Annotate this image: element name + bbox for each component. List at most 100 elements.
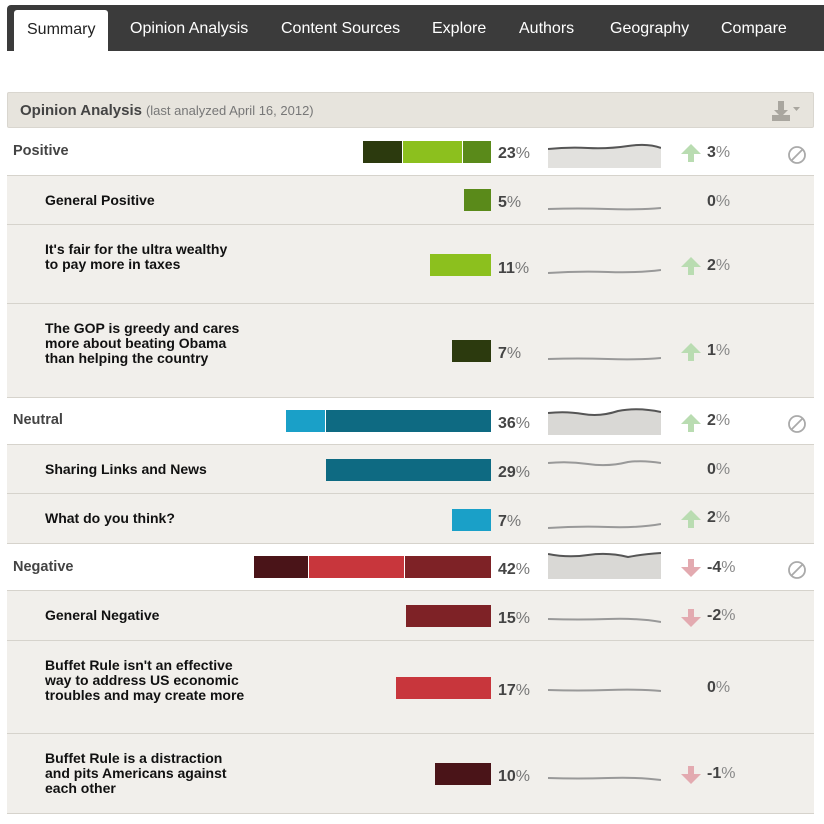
bar-segment: [286, 410, 326, 432]
row-general-positive[interactable]: General Positive 5% 0%: [7, 176, 814, 225]
sparkline: [548, 269, 661, 274]
row-general-negative[interactable]: General Negative 15% -2%: [7, 591, 814, 641]
percent-value: 7%: [498, 513, 522, 530]
row-label: What do you think?: [45, 510, 175, 526]
tab-compare[interactable]: Compare: [721, 20, 787, 37]
tab-summary[interactable]: Summary: [14, 10, 109, 51]
tab-geography[interactable]: Geography: [610, 20, 690, 37]
percent-value: 11%: [498, 260, 530, 277]
panel-title: Opinion Analysis (last analyzed April 16,…: [20, 102, 314, 119]
stacked-bar[interactable]: [326, 459, 491, 481]
stacked-bar[interactable]: [430, 254, 491, 276]
bar-segment: [435, 763, 491, 785]
stacked-bar[interactable]: [286, 410, 491, 432]
stacked-bar[interactable]: [406, 605, 491, 627]
stacked-bar[interactable]: [396, 677, 491, 699]
row-label: Buffet Rule isn't an effective way to ad…: [45, 657, 245, 703]
up-arrow-icon: [681, 343, 701, 361]
row-label: Buffet Rule is a distraction and pits Am…: [45, 750, 227, 796]
sparkline: [548, 776, 661, 781]
down-arrow-icon: [681, 559, 701, 577]
change-value: 1%: [707, 342, 731, 359]
up-arrow-icon: [681, 144, 701, 162]
row-label: Neutral: [13, 412, 63, 428]
row-negative[interactable]: Negative 42% -4%: [7, 544, 814, 591]
up-arrow-icon: [681, 510, 701, 528]
bar-segment: [326, 459, 491, 481]
stacked-bar[interactable]: [464, 189, 491, 211]
change-value: 0%: [707, 461, 731, 478]
change-value: 2%: [707, 412, 731, 429]
bar-segment: [363, 141, 403, 163]
bar-segment: [326, 410, 491, 432]
percent-value: 5%: [498, 194, 522, 211]
tab-authors[interactable]: Authors: [519, 20, 575, 37]
row-buffet-distraction[interactable]: Buffet Rule is a distraction and pits Am…: [7, 734, 814, 814]
change-value: -4%: [707, 559, 736, 576]
up-arrow-icon: [681, 414, 701, 432]
bar-segment: [452, 509, 491, 531]
bar-segment: [309, 556, 405, 578]
percent-value: 10%: [498, 768, 531, 785]
change-value: 0%: [707, 193, 731, 210]
panel-header: Opinion Analysis (last analyzed April 16,…: [7, 92, 814, 128]
row-sharing-links[interactable]: Sharing Links and News 29% 0%: [7, 445, 814, 494]
percent-value: 29%: [498, 464, 531, 481]
sparkline: [548, 523, 661, 529]
download-icon[interactable]: [771, 99, 801, 123]
row-fair-wealthy[interactable]: It's fair for the ultra wealthy to pay m…: [7, 225, 814, 304]
bar-segment: [406, 605, 491, 627]
row-label: Sharing Links and News: [45, 461, 207, 477]
change-value: -1%: [707, 765, 736, 782]
bar-segment: [254, 556, 309, 578]
stacked-bar[interactable]: [254, 556, 491, 578]
sparkline: [548, 207, 661, 211]
sparkline: [548, 617, 661, 623]
panel-title-text: Opinion Analysis: [20, 102, 142, 119]
sparkline: [548, 143, 661, 168]
bar-segment: [463, 141, 491, 163]
stacked-bar[interactable]: [452, 509, 491, 531]
tab-explore[interactable]: Explore: [432, 20, 487, 37]
stacked-bar[interactable]: [363, 141, 491, 163]
panel-subtitle: (last analyzed April 16, 2012): [145, 103, 314, 118]
tab-content-sources[interactable]: Content Sources: [281, 20, 401, 37]
tab-opinion-analysis[interactable]: Opinion Analysis: [130, 20, 249, 37]
stacked-bar[interactable]: [435, 763, 491, 785]
percent-value: 42%: [498, 561, 531, 578]
row-buffet-not-effective[interactable]: Buffet Rule isn't an effective way to ad…: [7, 641, 814, 734]
bar-segment: [396, 677, 491, 699]
bar-segment: [452, 340, 491, 362]
row-what-think[interactable]: What do you think? 7% 2%: [7, 494, 814, 544]
sparkline: [548, 460, 661, 467]
sparkline: [548, 688, 661, 692]
change-value: 2%: [707, 509, 731, 526]
bar-segment: [430, 254, 491, 276]
sparkline: [548, 357, 661, 361]
ban-icon[interactable]: [787, 414, 807, 434]
up-arrow-icon: [681, 257, 701, 275]
change-value: 2%: [707, 257, 731, 274]
sparkline: [548, 408, 661, 435]
row-neutral[interactable]: Neutral 36% 2%: [7, 398, 814, 445]
down-arrow-icon: [681, 766, 701, 784]
ban-icon[interactable]: [787, 145, 807, 165]
percent-value: 7%: [498, 345, 522, 362]
row-label: It's fair for the ultra wealthy to pay m…: [45, 241, 228, 272]
row-label: Negative: [13, 559, 74, 575]
change-value: 3%: [707, 144, 731, 161]
change-value: 0%: [707, 679, 731, 696]
tab-bar: Summary Opinion Analysis Content Sources…: [7, 5, 824, 51]
row-label: The GOP is greedy and cares more about b…: [45, 320, 240, 366]
ban-icon[interactable]: [787, 560, 807, 580]
stacked-bar[interactable]: [452, 340, 491, 362]
bar-segment: [464, 189, 491, 211]
row-gop-greedy[interactable]: The GOP is greedy and cares more about b…: [7, 304, 814, 398]
down-arrow-icon: [681, 609, 701, 627]
percent-value: 15%: [498, 610, 531, 627]
row-label: General Negative: [45, 607, 160, 623]
row-positive[interactable]: Positive 23% 3%: [7, 129, 814, 176]
change-value: -2%: [707, 607, 736, 624]
percent-value: 17%: [498, 682, 531, 699]
row-label: General Positive: [45, 192, 155, 208]
